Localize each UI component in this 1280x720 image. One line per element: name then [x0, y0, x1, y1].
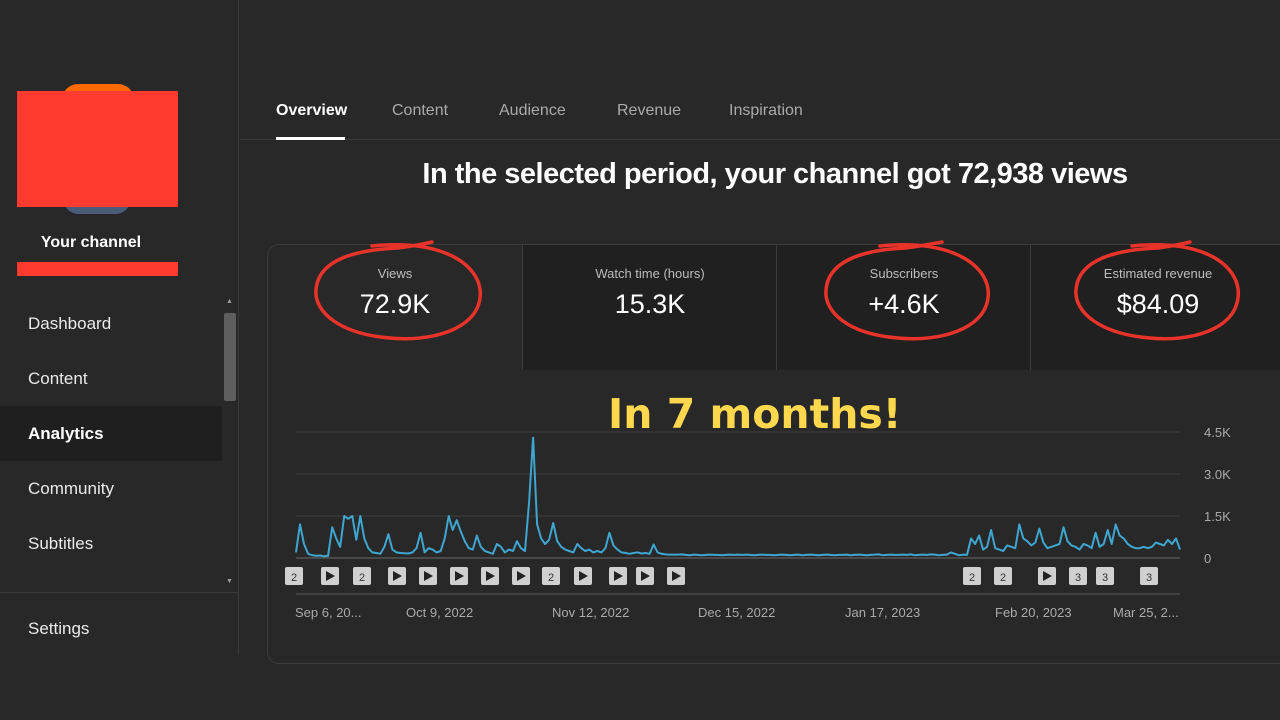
y-tick-label: 1.5K [1204, 509, 1231, 524]
x-tick-label: Feb 20, 2023 [995, 605, 1072, 620]
x-tick-label: Nov 12, 2022 [552, 605, 629, 620]
metric-value: 15.3K [614, 289, 686, 319]
x-tick-label: Jan 17, 2023 [845, 605, 920, 620]
tab-bar [240, 0, 1280, 140]
scroll-up-arrow-icon[interactable]: ▲ [226, 298, 233, 305]
play-icon [424, 571, 433, 581]
x-tick-label: Sep 6, 20... [295, 605, 362, 620]
video-count-label: 3 [1102, 572, 1108, 584]
redacted-avatar[interactable] [17, 91, 178, 207]
video-group-marker [1096, 567, 1114, 585]
video-group-marker [1140, 567, 1158, 585]
sidebar-item-analytics[interactable]: Analytics [0, 406, 222, 461]
video-count-label: 2 [359, 572, 365, 584]
play-icon [517, 571, 526, 581]
page-headline: In the selected period, your channel got… [422, 158, 1128, 190]
video-count-label: 2 [291, 572, 297, 584]
video-group-marker [353, 567, 371, 585]
metric-divider [522, 245, 523, 370]
video-count-label: 2 [969, 572, 975, 584]
active-tab-indicator [276, 137, 345, 140]
tab-inspiration[interactable]: Inspiration [729, 102, 803, 119]
video-count-label: 2 [1000, 572, 1006, 584]
metric-divider [1030, 245, 1031, 370]
sidebar-item-content[interactable]: Content [28, 368, 88, 388]
sidebar-divider [0, 592, 239, 593]
x-tick-label: Mar 25, 2... [1113, 605, 1179, 620]
play-icon [641, 571, 650, 581]
y-tick-label: 0 [1204, 551, 1211, 566]
play-icon [579, 571, 588, 581]
video-group-marker [994, 567, 1012, 585]
sidebar-item-community[interactable]: Community [28, 478, 114, 498]
sidebar-item-dashboard[interactable]: Dashboard [28, 313, 112, 333]
play-icon [326, 571, 335, 581]
sidebar-item-settings[interactable]: Settings [28, 618, 90, 638]
video-group-marker [285, 567, 303, 585]
sidebar: Your channel ▲ ▼ Dashboard Content Analy… [0, 0, 239, 655]
tab-content[interactable]: Content [392, 102, 449, 119]
video-count-label: 3 [1075, 572, 1081, 584]
play-icon [1043, 571, 1052, 581]
play-icon [486, 571, 495, 581]
play-icon [614, 571, 623, 581]
video-group-marker [542, 567, 560, 585]
callout-text: In 7 months! [608, 390, 902, 438]
x-tick-label: Oct 9, 2022 [406, 605, 473, 620]
video-count-label: 2 [548, 572, 554, 584]
video-count-label: 3 [1146, 572, 1152, 584]
tab-overview[interactable]: Overview [276, 102, 348, 119]
video-group-marker [1069, 567, 1087, 585]
series-line [295, 436, 1181, 558]
sidebar-scrollbar[interactable] [224, 313, 236, 401]
metric-watch-time[interactable]: Watch time (hours) 15.3K [523, 245, 777, 370]
metric-divider [776, 245, 777, 370]
y-tick-label: 3.0K [1204, 467, 1231, 482]
sidebar-item-subtitles[interactable]: Subtitles [28, 533, 94, 553]
redacted-channel-name [17, 262, 178, 276]
play-icon [455, 571, 464, 581]
x-tick-label: Dec 15, 2022 [698, 605, 775, 620]
metric-label: Watch time (hours) [595, 266, 705, 281]
tab-audience[interactable]: Audience [499, 102, 566, 119]
play-icon [672, 571, 681, 581]
tab-revenue[interactable]: Revenue [617, 102, 682, 119]
y-tick-label: 4.5K [1204, 425, 1231, 440]
play-icon [393, 571, 402, 581]
video-group-marker [963, 567, 981, 585]
channel-label[interactable]: Your channel [40, 234, 142, 251]
scroll-down-arrow-icon[interactable]: ▼ [226, 578, 233, 585]
